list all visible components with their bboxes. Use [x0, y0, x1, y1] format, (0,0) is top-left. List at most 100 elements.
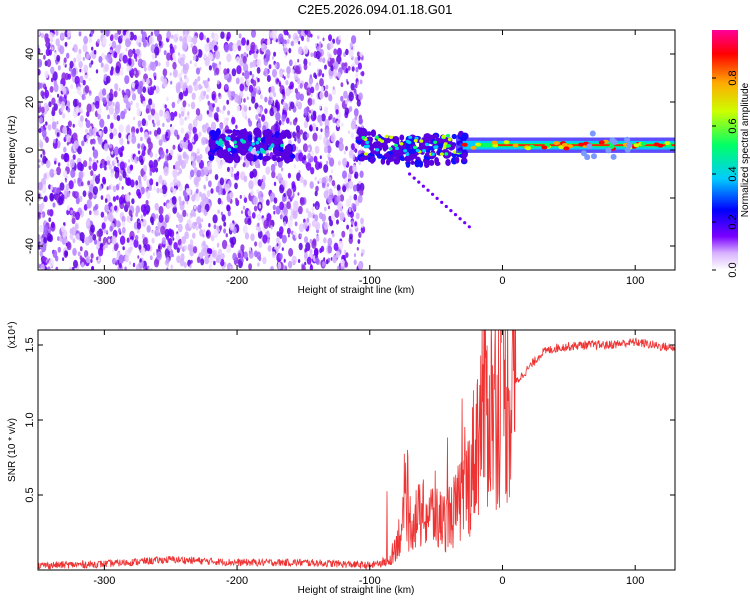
- spectrogram-noise-blob: [173, 242, 178, 250]
- spectrogram-noise-blob: [330, 133, 336, 143]
- spectrogram-noise-blob: [116, 115, 121, 122]
- spectrogram-noise-blob: [158, 139, 163, 147]
- spectrogram-noise-blob: [84, 236, 90, 246]
- spectrogram-noise-blob: [94, 203, 99, 210]
- spectrogram-noise-blob: [62, 229, 68, 239]
- spectrogram-signal: [207, 127, 675, 229]
- spectrogram-noise-blob: [78, 31, 82, 37]
- spectrogram-noise-blob: [327, 205, 331, 210]
- spectrogram-noise-blob: [193, 133, 199, 142]
- spectrogram-noise-blob: [293, 200, 299, 210]
- spectrogram-signal-blob: [463, 221, 467, 225]
- spectrogram-noise-blob: [210, 234, 215, 242]
- spectrogram-noise-blob: [38, 164, 41, 169]
- spectrogram-noise-blob: [95, 69, 99, 74]
- spectrogram-noise-blob: [118, 175, 123, 182]
- spectrogram-noise-blob: [251, 30, 256, 38]
- spectrogram-noise-blob: [96, 230, 101, 237]
- spectrogram-noise-blob: [257, 179, 262, 187]
- spectrogram-noise-blob: [178, 168, 183, 175]
- spectrogram-noise-blob: [302, 131, 308, 141]
- spectrogram-noise-blob: [64, 250, 69, 257]
- spectrogram-noise-blob: [131, 134, 137, 144]
- spectrogram-noise-blob: [177, 223, 183, 233]
- spectrogram-noise-blob: [298, 152, 304, 162]
- spectrogram-noise-blob: [205, 94, 209, 100]
- spectrogram-noise-blob: [315, 185, 319, 192]
- spectrogram-noise-blob: [303, 221, 308, 230]
- spectrogram-noise-blob: [161, 184, 168, 195]
- spectrogram-noise-blob: [145, 187, 149, 194]
- spectrogram-noise-blob: [313, 72, 317, 78]
- spectrogram-noise-blob: [66, 141, 69, 146]
- spectrogram-noise-blob: [133, 34, 137, 41]
- spectrogram-noise-blob: [344, 107, 349, 116]
- spectrogram-noise-blob: [71, 266, 75, 270]
- spectrogram-noise-blob: [38, 47, 41, 55]
- spectrogram-noise-blob: [104, 165, 107, 171]
- spectrogram-noise-blob: [40, 202, 45, 210]
- spectrogram-noise-blob: [311, 123, 317, 132]
- spectrogram-noise-blob: [92, 186, 98, 195]
- spectrogram-noise-blob: [154, 75, 157, 81]
- spectrogram-noise-blob: [68, 180, 74, 190]
- spectrogram-noise-blob: [211, 250, 216, 258]
- spectrogram-noise-blob: [145, 36, 148, 41]
- spectrogram-noise-blob: [220, 211, 223, 216]
- spectrogram-signal-blob: [458, 217, 462, 221]
- spectrogram-noise-blob: [283, 76, 286, 80]
- spectrogram-noise-blob: [141, 37, 145, 43]
- spectrogram-noise-blob: [205, 176, 209, 182]
- spectrogram-noise-blob: [155, 226, 160, 234]
- spectrogram-noise-blob: [48, 217, 51, 222]
- spectrogram-noise-blob: [242, 72, 245, 76]
- spectrogram-noise-blob: [137, 35, 143, 45]
- spectrogram-noise-blob: [66, 190, 71, 198]
- spectrogram-noise-blob: [106, 75, 111, 84]
- spectrogram-noise-blob: [43, 236, 48, 244]
- spectrogram-noise-blob: [115, 65, 120, 74]
- spectrogram-noise-blob: [348, 180, 354, 190]
- spectrogram-noise-blob: [358, 92, 363, 101]
- spectrogram-signal-blob: [395, 146, 399, 151]
- spectrogram-noise-blob: [310, 167, 315, 175]
- spectrogram-noise-blob: [286, 227, 291, 235]
- spectrogram-noise-blob: [45, 136, 49, 143]
- spectrogram-noise-blob: [44, 86, 47, 91]
- spectrogram-noise-blob: [353, 253, 357, 258]
- spectrogram-noise-blob: [38, 58, 43, 68]
- spectrogram-noise-blob: [154, 30, 160, 37]
- spectrogram-noise-blob: [316, 235, 320, 242]
- spectrogram-signal-blob: [441, 134, 446, 139]
- spectrogram-noise-blob: [73, 140, 79, 149]
- spectrogram-signal-blob: [426, 188, 430, 192]
- spectrogram-noise-blob: [314, 43, 317, 47]
- spectrogram-noise-blob: [116, 220, 121, 228]
- spectrogram-noise-blob: [66, 52, 70, 59]
- spectrogram-noise-blob: [46, 232, 52, 242]
- spectrogram-noise-blob: [294, 221, 298, 227]
- spectrogram-noise-blob: [333, 242, 339, 251]
- spectrogram-noise-blob: [205, 122, 209, 129]
- spectrogram-noise-blob: [224, 83, 229, 90]
- spectrogram-noise-blob: [358, 262, 363, 270]
- spectrogram-signal-blob: [225, 136, 229, 140]
- spectrogram-noise-blob: [247, 210, 250, 215]
- spectrogram-noise-blob: [158, 205, 164, 215]
- spectrogram-noise-blob: [306, 132, 310, 139]
- spectrogram-signal-blob: [279, 132, 287, 140]
- spectrogram-noise-blob: [180, 127, 185, 134]
- spectrogram-noise-blob: [187, 244, 192, 252]
- spectrogram-noise-blob: [322, 57, 326, 64]
- spectrogram-noise-blob: [114, 32, 119, 41]
- spectrogram-signal-blob: [586, 143, 593, 150]
- spectrogram-noise-blob: [247, 218, 252, 226]
- spectrogram-noise-blob: [113, 159, 117, 165]
- spectrogram-noise-blob: [194, 167, 198, 173]
- spectrogram-noise-blob: [100, 30, 104, 34]
- spectrogram-x-tick-label: 100: [626, 275, 644, 287]
- spectrogram-noise-blob: [78, 195, 83, 203]
- spectrogram-noise-blob: [175, 233, 180, 241]
- snr-x-tick-label: -300: [93, 575, 115, 587]
- spectrogram-noise-blob: [354, 83, 358, 89]
